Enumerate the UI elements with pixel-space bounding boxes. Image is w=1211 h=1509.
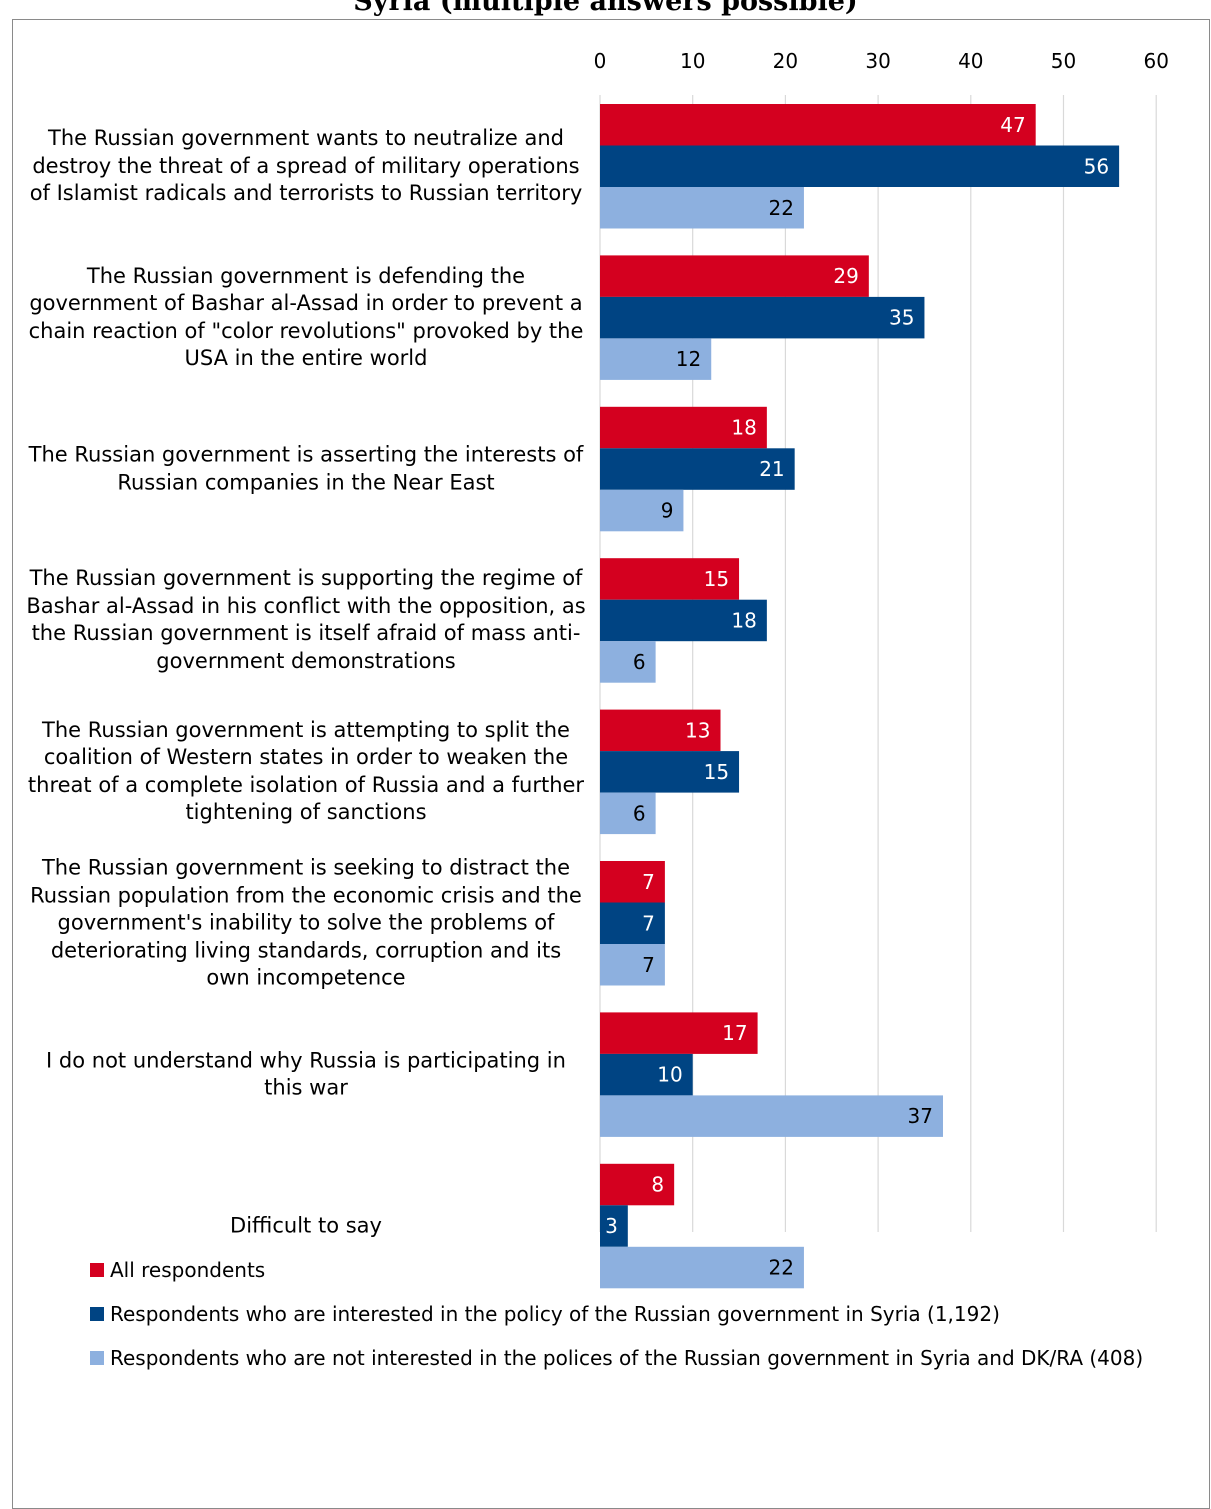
bar-c2-s2 xyxy=(600,489,684,532)
data-label-c4-s2: 6 xyxy=(633,801,646,825)
category-label-1: The Russian government is defending the … xyxy=(28,263,584,371)
legend-swatch-0 xyxy=(90,1263,104,1277)
bar-c0-s0 xyxy=(600,104,1036,146)
x-tick-label-20: 20 xyxy=(773,49,798,73)
category-label-3: The Russian government is supporting the… xyxy=(26,566,586,673)
bar-c7-s2 xyxy=(600,1246,804,1289)
data-label-c1-s2: 12 xyxy=(676,347,701,371)
x-tick-label-50: 50 xyxy=(1051,49,1076,73)
bar-c1-s2 xyxy=(600,338,712,380)
category-label-4: The Russian government is attempting to … xyxy=(27,717,585,825)
data-label-c0-s0: 47 xyxy=(1000,113,1025,137)
bar-c1-s0 xyxy=(600,255,869,297)
legend: All respondents Respondents who are inter… xyxy=(90,1258,1143,1390)
data-label-c3-s2: 6 xyxy=(633,650,646,674)
data-label-c5-s0: 7 xyxy=(642,870,655,894)
data-label-c7-s2: 22 xyxy=(768,1256,793,1280)
bar-c0-s1 xyxy=(600,145,1120,187)
legend-item-2: Respondents who are not interested in th… xyxy=(90,1346,1143,1370)
data-label-c4-s1: 15 xyxy=(704,760,729,784)
bar-c3-s1 xyxy=(600,599,767,642)
bar-c0-s2 xyxy=(600,187,804,229)
bar-c6-s0 xyxy=(600,1012,758,1054)
legend-label-0: All respondents xyxy=(110,1258,266,1282)
bar-c7-s0 xyxy=(600,1163,675,1206)
category-label-7: Difficult to say xyxy=(230,1213,382,1238)
data-label-c7-s1: 3 xyxy=(605,1214,618,1238)
data-label-c0-s2: 22 xyxy=(768,196,793,220)
legend-swatch-1 xyxy=(90,1307,104,1321)
data-label-c5-s1: 7 xyxy=(642,911,655,935)
data-label-c6-s1: 10 xyxy=(657,1063,682,1087)
legend-label-2: Respondents who are not interested in th… xyxy=(110,1346,1144,1370)
data-label-c0-s1: 56 xyxy=(1084,154,1109,178)
x-tick-label-0: 0 xyxy=(594,49,607,73)
bar-c1-s1 xyxy=(600,296,925,339)
data-label-c7-s0: 8 xyxy=(651,1173,664,1197)
chart-title: Syria (multiple answers possible) xyxy=(353,0,858,17)
bar-c5-s1 xyxy=(600,902,665,944)
legend-swatch-2 xyxy=(90,1351,104,1365)
bar-c7-s1 xyxy=(600,1205,628,1247)
data-label-c2-s0: 18 xyxy=(731,416,756,440)
data-label-c6-s2: 37 xyxy=(908,1104,933,1128)
category-label-0: The Russian government wants to neutrali… xyxy=(29,126,583,205)
bar-c5-s0 xyxy=(600,861,665,903)
bar-c6-s2 xyxy=(600,1095,943,1137)
bar-c3-s0 xyxy=(600,558,740,600)
legend-item-0: All respondents xyxy=(90,1258,1143,1282)
data-label-c6-s0: 17 xyxy=(722,1021,747,1045)
data-label-c1-s1: 35 xyxy=(889,306,914,330)
bar-c2-s1 xyxy=(600,448,795,490)
bar-c2-s0 xyxy=(600,406,767,449)
bar-c5-s2 xyxy=(600,944,665,986)
legend-label-1: Respondents who are interested in the po… xyxy=(110,1302,1000,1326)
category-label-2: The Russian government is asserting the … xyxy=(28,442,584,495)
bar-c4-s2 xyxy=(600,792,656,835)
legend-item-1: Respondents who are interested in the po… xyxy=(90,1302,1143,1326)
data-label-c1-s0: 29 xyxy=(833,264,858,288)
bar-c3-s2 xyxy=(600,641,656,683)
bar-c6-s1 xyxy=(600,1053,693,1096)
x-tick-label-30: 30 xyxy=(865,49,890,73)
x-tick-label-60: 60 xyxy=(1143,49,1168,73)
bar-c4-s1 xyxy=(600,751,740,793)
category-label-6: I do not understand why Russia is partic… xyxy=(46,1048,566,1100)
data-label-c5-s2: 7 xyxy=(642,953,655,977)
category-label-5: The Russian government is seeking to dis… xyxy=(30,855,582,990)
bar-c4-s0 xyxy=(600,709,721,752)
data-label-c3-s0: 15 xyxy=(704,567,729,591)
data-label-c4-s0: 13 xyxy=(685,718,710,742)
x-tick-label-10: 10 xyxy=(680,49,705,73)
data-label-c2-s2: 9 xyxy=(661,499,674,523)
x-tick-label-40: 40 xyxy=(958,49,983,73)
data-label-c3-s1: 18 xyxy=(731,608,756,632)
data-label-c2-s1: 21 xyxy=(759,457,784,481)
